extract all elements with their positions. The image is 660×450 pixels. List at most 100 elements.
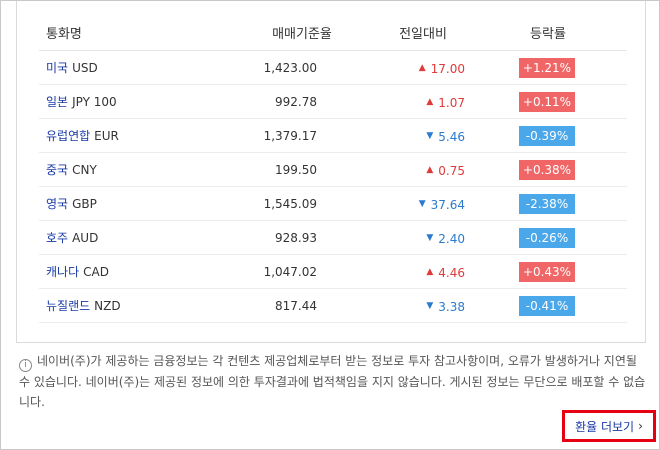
- change-value: ▲ 17.00: [419, 62, 465, 76]
- currency-link[interactable]: 중국 CNY: [46, 163, 97, 177]
- triangle-up-icon: ▲: [426, 97, 434, 108]
- currency-name-cell: 뉴질랜드 NZD: [39, 297, 189, 314]
- header-base-rate: 매매기준율: [272, 27, 332, 42]
- change-amount: 3.38: [438, 299, 465, 314]
- change-rate-cell: +1.21%: [467, 57, 627, 78]
- change-rate-badge: -0.41%: [519, 295, 575, 316]
- currency-code[interactable]: GBP: [72, 197, 97, 211]
- change-value: ▲ 4.46: [426, 266, 465, 280]
- disclaimer-notice: i 네이버(주)가 제공하는 금융정보는 각 컨텐츠 제공업체로부터 받는 정보로…: [19, 351, 649, 412]
- disclaimer-text: 네이버(주)가 제공하는 금융정보는 각 컨텐츠 제공업체로부터 받는 정보로 …: [19, 354, 646, 409]
- change-rate-cell: -2.38%: [467, 193, 627, 214]
- triangle-down-icon: ▼: [426, 301, 434, 312]
- change-cell: ▼ 37.64: [317, 195, 467, 212]
- table-row: 뉴질랜드 NZD 817.44 ▼ 3.38 -0.41%: [39, 289, 627, 323]
- change-value: ▲ 0.75: [426, 164, 465, 178]
- currency-link[interactable]: 유럽연합 EUR: [46, 129, 119, 143]
- currency-code[interactable]: USD: [72, 61, 98, 75]
- table-row: 호주 AUD 928.93 ▼ 2.40 -0.26%: [39, 221, 627, 255]
- change-cell: ▲ 4.46: [317, 263, 467, 280]
- change-rate-badge: +0.38%: [518, 159, 576, 180]
- header-currency: 통화명: [46, 27, 82, 42]
- table-row: 캐나다 CAD 1,047.02 ▲ 4.46 +0.43%: [39, 255, 627, 289]
- currency-name[interactable]: 일본: [46, 95, 69, 109]
- currency-name-cell: 캐나다 CAD: [39, 263, 189, 280]
- currency-name-cell: 영국 GBP: [39, 195, 189, 212]
- currency-code[interactable]: CAD: [83, 265, 109, 279]
- base-rate-value: 817.44: [275, 298, 317, 313]
- triangle-up-icon: ▲: [418, 63, 426, 74]
- change-cell: ▼ 3.38: [317, 297, 467, 314]
- change-amount: 0.75: [438, 163, 465, 178]
- change-value: ▲ 1.07: [426, 96, 465, 110]
- currency-code[interactable]: NZD: [94, 299, 121, 313]
- triangle-down-icon: ▼: [418, 199, 426, 210]
- change-amount: 37.64: [430, 197, 465, 212]
- change-cell: ▲ 1.07: [317, 93, 467, 110]
- triangle-down-icon: ▼: [426, 233, 434, 244]
- change-value: ▼ 2.40: [426, 232, 465, 246]
- table-body: 미국 USD 1,423.00 ▲ 17.00 +1.21% 일본 JPY 100 9…: [39, 51, 627, 323]
- currency-code[interactable]: AUD: [72, 231, 99, 245]
- triangle-down-icon: ▼: [426, 131, 434, 142]
- change-rate-cell: +0.43%: [467, 261, 627, 282]
- change-rate-badge: +0.11%: [518, 91, 576, 112]
- table-row: 미국 USD 1,423.00 ▲ 17.00 +1.21%: [39, 51, 627, 85]
- change-amount: 17.00: [430, 61, 465, 76]
- currency-name-cell: 호주 AUD: [39, 229, 189, 246]
- currency-link[interactable]: 일본 JPY 100: [46, 95, 117, 109]
- base-rate-value: 1,047.02: [263, 264, 317, 279]
- base-rate-value: 199.50: [275, 162, 317, 177]
- change-cell: ▲ 17.00: [317, 59, 467, 76]
- change-cell: ▼ 2.40: [317, 229, 467, 246]
- triangle-up-icon: ▲: [426, 165, 434, 176]
- currency-name[interactable]: 캐나다: [46, 265, 80, 279]
- currency-name[interactable]: 미국: [46, 61, 69, 75]
- currency-name[interactable]: 호주: [46, 231, 69, 245]
- change-rate-cell: -0.26%: [467, 227, 627, 248]
- change-amount: 1.07: [438, 95, 465, 110]
- header-change-rate: 등락률: [530, 27, 566, 42]
- table-row: 영국 GBP 1,545.09 ▼ 37.64 -2.38%: [39, 187, 627, 221]
- currency-code[interactable]: JPY 100: [72, 95, 117, 109]
- change-cell: ▲ 0.75: [317, 161, 467, 178]
- chevron-right-icon: ›: [638, 419, 643, 433]
- change-cell: ▼ 5.46: [317, 127, 467, 144]
- info-icon: i: [19, 359, 32, 372]
- more-exchange-rates-label[interactable]: 환율 더보기: [575, 419, 635, 434]
- currency-link[interactable]: 미국 USD: [46, 61, 98, 75]
- change-value: ▼ 5.46: [426, 130, 465, 144]
- currency-name-cell: 중국 CNY: [39, 161, 189, 178]
- table-row: 유럽연합 EUR 1,379.17 ▼ 5.46 -0.39%: [39, 119, 627, 153]
- currency-link[interactable]: 캐나다 CAD: [46, 265, 109, 279]
- currency-name-cell: 일본 JPY 100: [39, 93, 189, 110]
- change-rate-cell: -0.41%: [467, 295, 627, 316]
- currency-code[interactable]: EUR: [94, 129, 119, 143]
- currency-name-cell: 유럽연합 EUR: [39, 127, 189, 144]
- currency-link[interactable]: 뉴질랜드 NZD: [46, 299, 121, 313]
- currency-code[interactable]: CNY: [72, 163, 97, 177]
- change-amount: 2.40: [438, 231, 465, 246]
- change-amount: 5.46: [438, 129, 465, 144]
- table-row: 일본 JPY 100 992.78 ▲ 1.07 +0.11%: [39, 85, 627, 119]
- change-rate-cell: +0.38%: [467, 159, 627, 180]
- table-row: 중국 CNY 199.50 ▲ 0.75 +0.38%: [39, 153, 627, 187]
- change-rate-badge: -2.38%: [519, 193, 575, 214]
- base-rate-value: 992.78: [275, 94, 317, 109]
- currency-name-cell: 미국 USD: [39, 59, 189, 76]
- change-rate-badge: -0.26%: [519, 227, 575, 248]
- currency-link[interactable]: 호주 AUD: [46, 231, 98, 245]
- currency-name[interactable]: 중국: [46, 163, 69, 177]
- currency-name[interactable]: 유럽연합: [46, 129, 91, 143]
- change-rate-badge: -0.39%: [519, 125, 575, 146]
- change-amount: 4.46: [438, 265, 465, 280]
- currency-name[interactable]: 영국: [46, 197, 69, 211]
- base-rate-value: 1,423.00: [263, 60, 317, 75]
- change-value: ▼ 3.38: [426, 300, 465, 314]
- more-exchange-rates-link[interactable]: 환율 더보기 ›: [562, 410, 656, 442]
- table-header: 통화명 매매기준율 전일대비 등락률: [39, 15, 627, 51]
- currency-link[interactable]: 영국 GBP: [46, 197, 97, 211]
- currency-name[interactable]: 뉴질랜드: [46, 299, 91, 313]
- base-rate-value: 1,545.09: [263, 196, 317, 211]
